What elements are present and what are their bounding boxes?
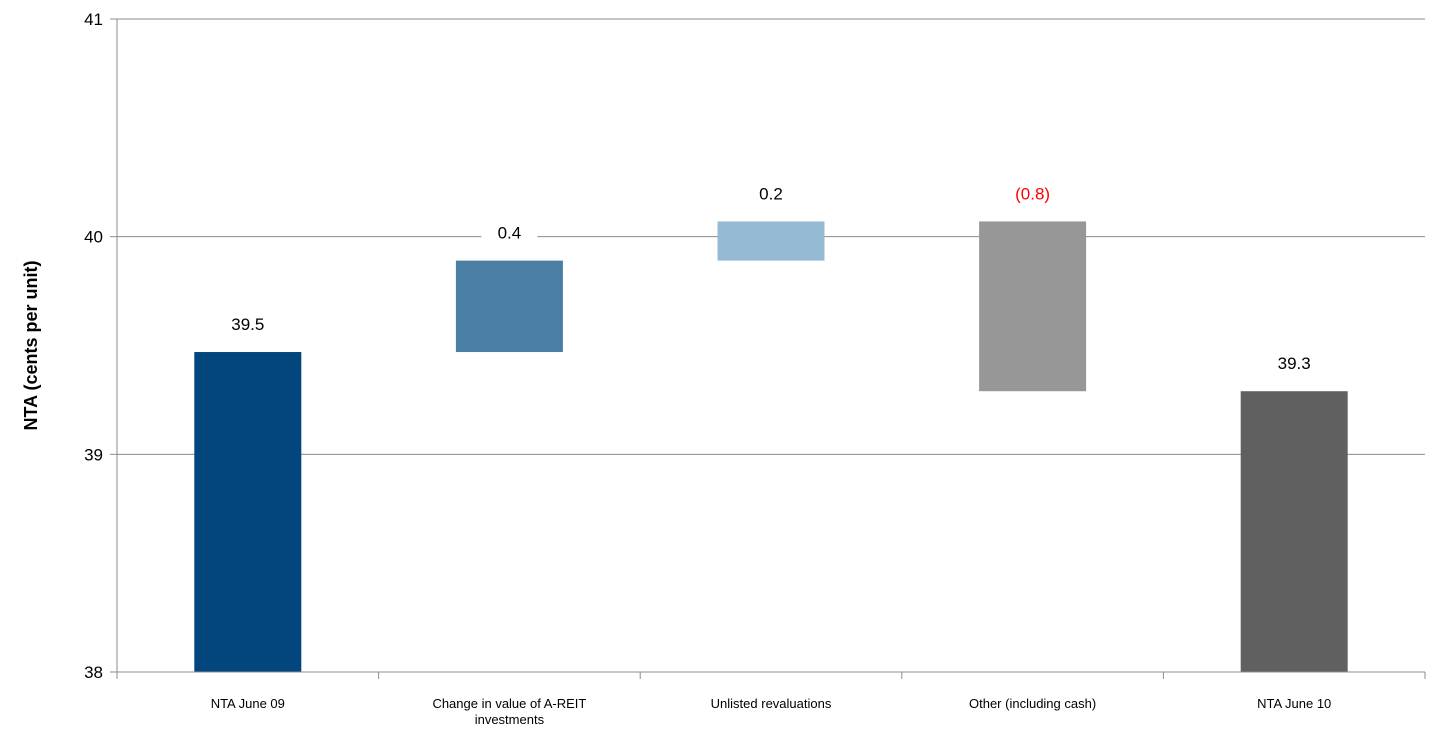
y-tick-label: 39 <box>84 445 103 464</box>
bar <box>194 352 302 672</box>
bar <box>717 221 825 261</box>
x-category-label: NTA June 10 <box>1257 696 1331 711</box>
x-category-label: Unlisted revaluations <box>711 696 832 711</box>
data-label-background <box>481 221 538 246</box>
data-label-background <box>1004 182 1061 207</box>
y-tick-label: 41 <box>84 10 103 29</box>
bar <box>455 260 563 353</box>
x-category-label: NTA June 09 <box>211 696 285 711</box>
data-label-background <box>219 313 276 338</box>
data-label: 0.2 <box>759 184 783 203</box>
data-label: 0.4 <box>498 224 522 243</box>
bar <box>979 221 1087 392</box>
data-label: 39.3 <box>1278 354 1311 373</box>
data-label-background <box>743 182 799 207</box>
x-category-label: Change in value of A-REIT investments <box>432 696 586 727</box>
y-tick-label: 40 <box>84 228 103 247</box>
data-label: (0.8) <box>1015 184 1050 203</box>
y-tick-label: 38 <box>84 663 103 682</box>
y-axis-title: NTA (cents per unit) <box>21 260 41 430</box>
data-label-background <box>1266 352 1323 377</box>
axes: 38 39 40 41 NTA June 09 Change in value of A-… <box>84 10 1426 727</box>
bar <box>1240 391 1348 672</box>
data-label: 39.5 <box>231 315 264 334</box>
x-category-label: Other (including cash) <box>969 696 1096 711</box>
data-labels: 39.5 0.4 0.2 (0.8) 39.3 <box>219 182 1323 377</box>
bars <box>194 221 1348 672</box>
